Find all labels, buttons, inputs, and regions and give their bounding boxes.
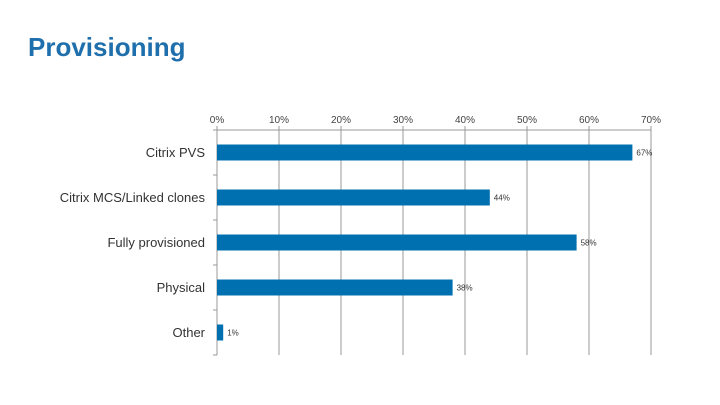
axes: 0% 10% 20% 30% 40% 50% 60% 70% (210, 115, 661, 356)
bars (217, 144, 633, 341)
x-tick-label: 50% (517, 115, 537, 126)
data-label: 44% (494, 194, 510, 203)
x-tick-label: 40% (455, 115, 475, 126)
x-tick-label: 70% (641, 115, 661, 126)
category-label: Citrix MCS/Linked clones (60, 190, 206, 205)
bar (217, 279, 453, 296)
bar (217, 324, 224, 341)
data-label: 67% (636, 149, 652, 158)
x-tick-label: 30% (393, 115, 413, 126)
category-label: Physical (157, 280, 206, 295)
data-label: 38% (457, 284, 473, 293)
category-label: Fully provisioned (107, 235, 205, 250)
x-tick-label: 20% (331, 115, 351, 126)
x-tick-label: 0% (210, 115, 225, 126)
category-label: Citrix PVS (146, 145, 206, 160)
category-label: Other (172, 325, 205, 340)
bar (217, 144, 633, 161)
bar (217, 234, 577, 251)
data-label: 1% (227, 329, 239, 338)
x-tick-label: 60% (579, 115, 599, 126)
page-title: Provisioning (28, 32, 186, 62)
bar (217, 189, 490, 206)
x-tick-label: 10% (269, 115, 289, 126)
data-label: 58% (581, 239, 597, 248)
labels: Citrix PVS 67% Citrix MCS/Linked clones 44%… (60, 145, 653, 340)
